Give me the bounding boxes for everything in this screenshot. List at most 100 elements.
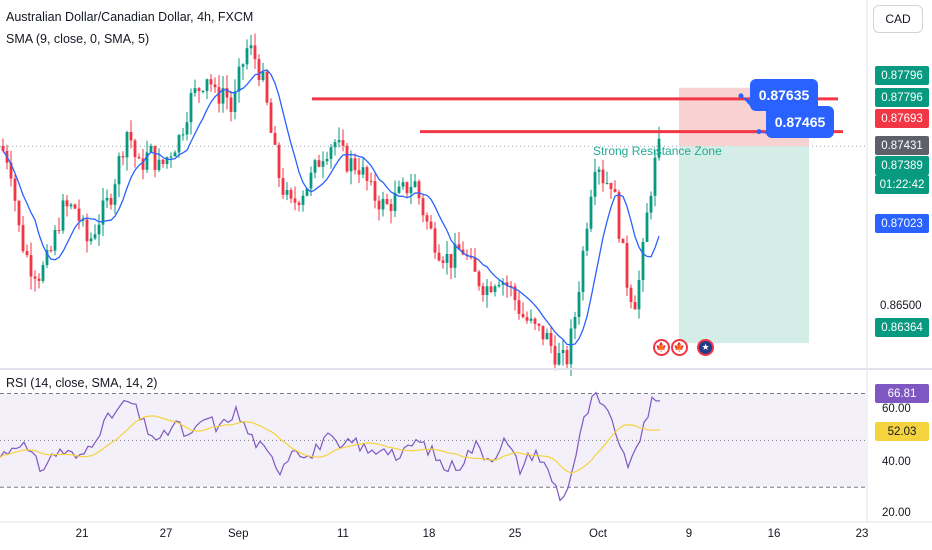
time-axis-label: 16 <box>767 528 781 540</box>
candle <box>437 244 441 262</box>
candle <box>109 193 113 210</box>
candle <box>609 182 613 200</box>
candle <box>413 174 417 188</box>
candle <box>613 180 617 193</box>
candle <box>349 150 353 185</box>
candle <box>617 189 621 243</box>
time-axis-label: 23 <box>855 528 869 540</box>
candle <box>101 188 105 237</box>
candle <box>57 217 61 234</box>
time-axis-label: 21 <box>75 528 89 540</box>
candle <box>341 129 345 152</box>
candle <box>245 39 249 70</box>
candle <box>361 157 365 179</box>
candle <box>253 33 257 69</box>
candle <box>505 275 509 298</box>
candle <box>325 151 329 165</box>
candle <box>565 345 569 370</box>
callout-lower[interactable]: 0.87465 <box>766 106 834 138</box>
candle <box>417 179 421 205</box>
candle <box>641 237 645 292</box>
candle <box>161 158 165 168</box>
candle <box>381 191 385 217</box>
candle <box>293 186 297 211</box>
candle <box>605 171 609 185</box>
candle <box>93 224 97 241</box>
price-tag: 0.87796 <box>875 88 929 107</box>
candle <box>33 270 37 292</box>
candle <box>73 203 77 210</box>
candle <box>445 241 449 275</box>
candle <box>433 221 437 259</box>
candle <box>553 335 557 371</box>
time-axis-label: 9 <box>685 528 693 540</box>
candle <box>265 69 269 106</box>
take-profit-zone <box>679 146 809 344</box>
candle <box>21 216 25 254</box>
candle <box>525 311 529 324</box>
candle <box>201 90 205 94</box>
candle <box>77 199 81 230</box>
candle <box>397 180 401 195</box>
candle <box>593 158 597 206</box>
canada-flag-icon[interactable]: 🍁 <box>653 339 670 356</box>
candle <box>189 88 193 135</box>
time-axis-label: 18 <box>422 528 436 540</box>
chart-title[interactable]: Australian Dollar/Canadian Dollar, 4h, F… <box>6 10 254 24</box>
candle <box>281 168 285 199</box>
candle <box>133 138 137 168</box>
candle <box>321 151 325 179</box>
candle <box>497 280 501 288</box>
rsi-label-40: 40.00 <box>882 456 911 468</box>
rsi-label-60: 60.00 <box>882 403 911 415</box>
rsi-line <box>0 391 660 502</box>
price-tag: 0.87389 <box>875 156 929 175</box>
candle <box>513 283 517 311</box>
rsi-value-tag: 66.81 <box>875 384 929 403</box>
candle <box>573 311 577 340</box>
candle <box>385 193 389 206</box>
candle <box>137 153 141 159</box>
candle <box>473 248 477 272</box>
candle <box>329 144 333 169</box>
candle <box>297 200 301 212</box>
rsi-pane-layer <box>0 391 866 502</box>
price-tag: 01:22:42 <box>875 175 929 194</box>
candle <box>489 281 493 294</box>
candle <box>69 202 73 210</box>
currency-selector-button[interactable]: CAD <box>873 5 923 33</box>
candle <box>317 154 321 168</box>
candle <box>477 270 481 291</box>
canada-flag-icon[interactable]: 🍁 <box>671 339 688 356</box>
candle <box>209 74 213 92</box>
time-axis-label: Oct <box>589 528 607 540</box>
candle <box>65 194 69 217</box>
time-axis-label: 27 <box>159 528 173 540</box>
candle <box>13 174 17 212</box>
rsi-label-20: 20.00 <box>882 507 911 519</box>
candle <box>113 178 117 215</box>
candle <box>357 157 361 183</box>
candle <box>653 149 657 207</box>
candle <box>313 158 317 179</box>
candle <box>49 245 53 253</box>
candle <box>37 273 41 289</box>
rsi-legend[interactable]: RSI (14, close, SMA, 14, 2) <box>6 376 158 390</box>
candles-layer <box>1 33 661 376</box>
callout-upper[interactable]: 0.87635 <box>750 79 818 111</box>
candle <box>405 181 409 198</box>
time-axis-label: 25 <box>508 528 522 540</box>
axis-lines <box>0 0 932 523</box>
candle <box>517 291 521 320</box>
candle <box>401 177 405 190</box>
candle <box>97 214 101 246</box>
candle <box>241 63 245 80</box>
candle <box>389 198 393 224</box>
candle <box>597 166 601 185</box>
australia-flag-icon[interactable]: ★ <box>697 339 714 356</box>
candle <box>273 125 277 146</box>
sma-legend[interactable]: SMA (9, close, 0, SMA, 5) <box>6 32 150 46</box>
candle <box>425 212 429 230</box>
trade-zone-layer <box>679 87 809 344</box>
